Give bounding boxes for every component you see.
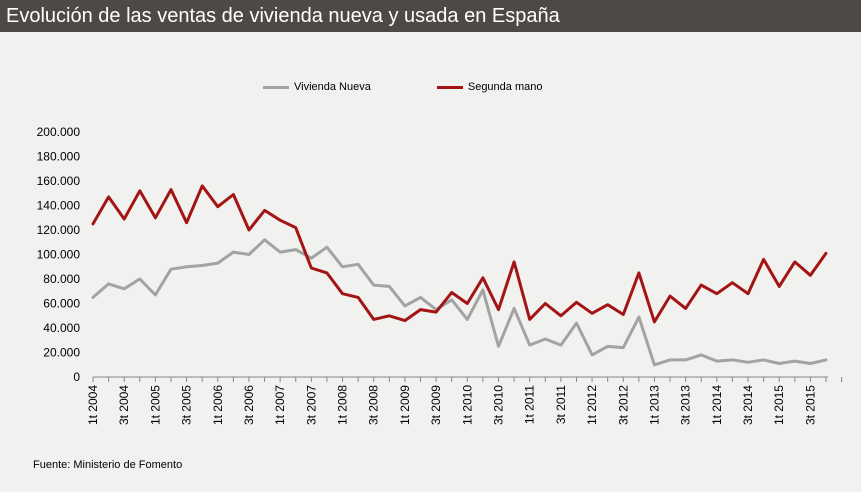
x-tick-label: 1t 2012 <box>585 385 599 425</box>
chart-title: Evolución de las ventas de vivienda nuev… <box>0 0 861 32</box>
legend: Vivienda Nueva Segunda mano <box>263 79 542 95</box>
x-tick-label: 3t 2006 <box>242 385 256 425</box>
y-tick-label: 20.000 <box>43 346 80 360</box>
y-tick-label: 0 <box>73 370 80 384</box>
legend-item-nueva: Vivienda Nueva <box>263 81 371 93</box>
x-tick-label: 1t 2009 <box>398 385 412 425</box>
x-tick-label: 3t 2004 <box>117 385 131 425</box>
y-tick-label: 100.000 <box>37 248 81 262</box>
y-tick-label: 160.000 <box>37 174 81 188</box>
x-tick-label: 3t 2010 <box>491 385 505 425</box>
x-tick-label: 3t 2014 <box>741 385 755 425</box>
legend-label-segunda: Segunda mano <box>467 81 543 93</box>
x-tick-label: 3t 2013 <box>679 385 693 425</box>
x-tick-label: 1t 2006 <box>211 385 225 425</box>
y-tick-label: 80.000 <box>43 272 80 286</box>
legend-label-nueva: Vivienda Nueva <box>294 81 371 93</box>
x-tick-label: 1t 2013 <box>647 385 661 425</box>
x-tick-label: 1t 2007 <box>273 385 287 425</box>
series-line-segunda-mano <box>91 184 828 324</box>
y-tick-label: 140.000 <box>37 199 81 213</box>
x-tick-label: 1t 2008 <box>336 385 350 425</box>
y-tick-label: 180.000 <box>37 150 81 164</box>
x-tick-label: 3t 2007 <box>304 385 318 425</box>
y-tick-label: 40.000 <box>43 321 80 335</box>
y-tick-label: 120.000 <box>37 223 81 237</box>
y-tick-label: 60.000 <box>43 297 80 311</box>
x-tick-label: 3t 2005 <box>180 385 194 425</box>
x-tick-label: 3t 2011 <box>554 385 568 424</box>
x-tick-label: 1t 2005 <box>148 385 162 425</box>
x-tick-label: 3t 2015 <box>803 385 817 425</box>
x-tick-label: 3t 2012 <box>616 385 630 425</box>
legend-swatch-nueva <box>263 85 289 89</box>
x-tick-label: 1t 2004 <box>86 385 100 425</box>
x-tick-label: 1t 2010 <box>460 385 474 425</box>
x-tick-label: 1t 2011 <box>523 385 537 424</box>
x-tick-label: 1t 2014 <box>710 385 724 425</box>
source-note: Fuente: Ministerio de Fomento <box>33 459 183 471</box>
legend-swatch-segunda <box>436 85 463 89</box>
x-tick-label: 3t 2009 <box>429 385 443 425</box>
legend-item-segunda: Segunda mano <box>436 81 543 93</box>
x-tick-label: 3t 2008 <box>367 385 381 425</box>
y-tick-label: 200.000 <box>37 125 81 139</box>
x-tick-label: 1t 2015 <box>772 385 786 425</box>
series-line-vivienda-nueva <box>91 238 828 367</box>
